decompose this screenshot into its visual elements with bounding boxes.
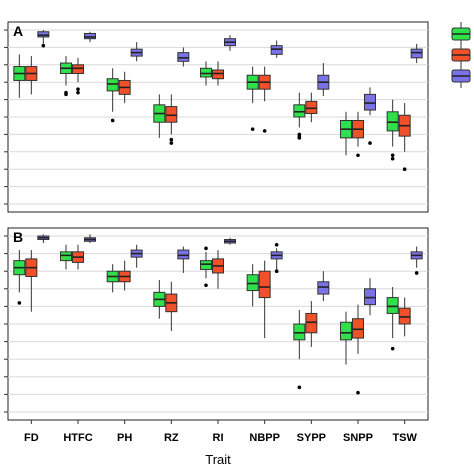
box-A-SNPP-1-outlier-0 [356, 153, 360, 158]
box-B-TSW-2-outlier-0 [414, 271, 419, 275]
x-tick-label-NBPP: NBPP [249, 432, 280, 444]
box-A-SNPP-2-outlier-0 [368, 141, 372, 145]
box-A-HTFC-1-box [72, 64, 84, 75]
box-B-TSW-0-box [386, 297, 399, 314]
x-tick-label-TSW: TSW [392, 432, 417, 444]
box-A-RZ-1-outlier-0 [169, 137, 174, 142]
box-A-SYPP-0-outlier-2 [297, 136, 302, 140]
box-A-HTFC-1-outlier-1 [76, 90, 80, 95]
box-A-TSW-2-box [410, 48, 423, 59]
box-A-RI-1-box [212, 69, 224, 80]
box-B-RZ-2-box [177, 249, 190, 260]
x-tick-label-FD: FD [24, 432, 39, 444]
box-A-HTFC-0-outlier-1 [64, 92, 68, 97]
x-tick-label-RI: RI [213, 432, 224, 444]
panel-label-B: B [13, 229, 23, 245]
box-A-RI-0-box [200, 67, 212, 78]
box-A-TSW-0-outlier-0 [390, 153, 395, 158]
box-B-RI-0-box [200, 260, 212, 270]
box-A-TSW-0-box [386, 111, 399, 132]
panel-label-A: A [13, 23, 23, 39]
box-B-SYPP-1-box [305, 312, 318, 334]
box-A-FD-2-outlier-0 [41, 43, 46, 48]
box-A-PH-0-outlier-0 [110, 118, 115, 123]
box-A-FD-2-box [37, 31, 50, 38]
box-B-SNPP-0-box [340, 321, 352, 341]
box-B-NBPP-1-box [258, 270, 271, 299]
box-A-RZ-2-box [177, 52, 190, 62]
box-A-RZ-1-box [165, 106, 178, 123]
box-B-SNPP-1-box [352, 318, 364, 339]
box-B-TSW-1-box [398, 307, 411, 325]
box-A-SNPP-2-box [364, 93, 376, 111]
x-tick-label-SYPP: SYPP [297, 432, 326, 444]
x-tick-label-HTFC: HTFC [63, 432, 92, 444]
x-axis-title: Trait [205, 452, 231, 467]
box-A-HTFC-2-box [84, 32, 96, 40]
box-B-FD-0-outlier-0 [17, 301, 22, 305]
box-B-NBPP-2-outlier-1 [274, 269, 279, 274]
box-B-NBPP-0-box [246, 274, 259, 292]
box-A-TSW-1-outlier-0 [402, 167, 407, 171]
box-B-SYPP-2-box [317, 281, 330, 295]
x-tick-label-SNPP: SNPP [343, 432, 373, 444]
box-A-NBPP-0-outlier-0 [250, 127, 255, 131]
box-B-RI-0-outlier-0 [204, 283, 208, 288]
box-B-NBPP-2-outlier-0 [274, 243, 279, 247]
box-B-HTFC-0-box [60, 251, 72, 262]
box-B-SYPP-0-box [293, 323, 306, 341]
x-tick-label-RZ: RZ [164, 432, 179, 444]
box-A-PH-0-box [106, 78, 119, 92]
box-A-RZ-1-outlier-1 [169, 141, 174, 145]
box-A-NBPP-2-box [270, 45, 283, 55]
box-A-SYPP-1-box [305, 100, 318, 115]
box-B-TSW-0-outlier-0 [390, 346, 395, 351]
box-B-SYPP-0-outlier-0 [297, 385, 302, 390]
x-tick-label-PH: PH [117, 432, 132, 444]
box-A-NBPP-1-outlier-0 [262, 129, 267, 133]
box-B-SNPP-1-outlier-0 [356, 390, 360, 395]
box-A-HTFC-1-outlier-0 [76, 87, 80, 91]
box-B-SNPP-2-box [364, 288, 376, 306]
box-B-RI-0-outlier-1 [204, 246, 208, 251]
box-A-SYPP-0-box [293, 104, 306, 118]
box-A-TSW-0-outlier-1 [390, 156, 395, 161]
